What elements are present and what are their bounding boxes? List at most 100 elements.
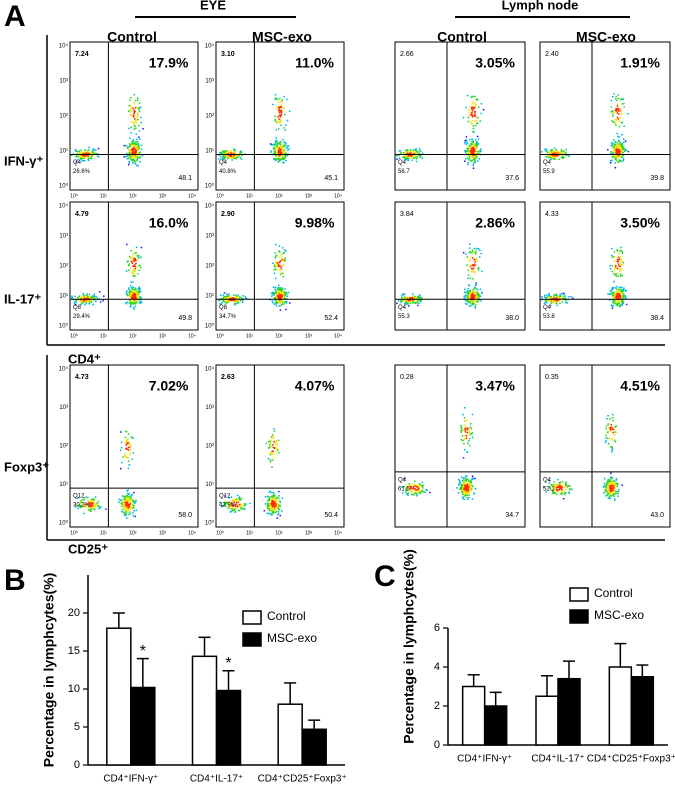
- cell-dot: [611, 256, 614, 258]
- cell-dot: [413, 491, 416, 493]
- cell-dot: [567, 485, 570, 487]
- cell-dot: [138, 290, 141, 293]
- cell-dot: [480, 112, 483, 115]
- quadrant-value: 2.90: [221, 211, 235, 218]
- cell-dot: [472, 300, 475, 302]
- cell-dot: [274, 289, 277, 292]
- cell-dot: [408, 487, 411, 490]
- cell-dot: [421, 481, 424, 484]
- cell-dot: [125, 152, 128, 155]
- cell-dot: [129, 257, 132, 260]
- cell-dot: [273, 427, 275, 430]
- cell-dot: [618, 286, 621, 289]
- log-tick-label: 10⁴: [188, 333, 196, 339]
- cell-dot: [605, 437, 607, 439]
- cell-dot: [616, 248, 618, 251]
- cell-dot: [225, 297, 228, 299]
- cell-dot: [609, 426, 612, 429]
- cell-dot: [475, 291, 477, 293]
- quadrant-percent: 9.98%: [295, 215, 335, 231]
- cell-dot: [273, 264, 276, 267]
- cell-dot: [614, 150, 616, 153]
- cell-dot: [610, 484, 613, 487]
- cell-dot: [221, 504, 224, 507]
- cell-dot: [80, 149, 82, 152]
- cell-dot: [466, 427, 469, 429]
- x-tick-label: CD4⁺IL-17⁺: [531, 754, 584, 765]
- cell-dot: [139, 288, 141, 290]
- log-tick-label: 10⁴: [188, 193, 196, 199]
- cell-dot: [280, 140, 282, 143]
- cell-dot: [618, 253, 621, 255]
- cell-dot: [83, 159, 86, 162]
- cell-dot: [275, 262, 277, 264]
- cell-dot: [123, 504, 126, 506]
- cell-dot: [276, 143, 279, 145]
- cell-dot: [481, 292, 483, 295]
- cell-dot: [611, 446, 614, 448]
- cell-dot: [283, 158, 285, 160]
- cell-dot: [419, 150, 422, 152]
- cell-dot: [132, 272, 135, 275]
- cell-dot: [469, 432, 472, 435]
- cell-dot: [613, 302, 615, 305]
- cell-dot: [132, 499, 135, 501]
- cell-dot: [237, 299, 239, 302]
- bar: [461, 685, 486, 746]
- cell-dot: [404, 152, 406, 155]
- cell-dot: [614, 166, 617, 169]
- cell-dot: [270, 503, 273, 505]
- cell-dot: [553, 484, 556, 487]
- log-tick-label: 10⁴: [59, 203, 69, 210]
- cell-dot: [464, 151, 467, 154]
- cell-dot: [84, 505, 87, 508]
- cell-dot: [468, 427, 471, 430]
- cell-dot: [232, 294, 235, 296]
- cell-dot: [568, 155, 571, 158]
- cell-dot: [283, 127, 285, 129]
- cell-dot: [133, 308, 136, 310]
- cell-dot: [421, 157, 423, 160]
- cell-dot: [266, 495, 269, 498]
- cell-dot: [609, 429, 612, 431]
- cell-dot: [403, 477, 406, 480]
- cell-dot: [87, 496, 89, 499]
- cell-dot: [618, 291, 621, 293]
- cell-dot: [560, 156, 563, 159]
- cell-dot: [550, 158, 552, 161]
- cell-dot: [475, 117, 478, 120]
- cell-dot: [615, 143, 618, 146]
- cell-dot: [89, 155, 92, 158]
- cell-dot: [128, 127, 130, 130]
- cell-dot: [470, 146, 472, 149]
- cell-dot: [272, 286, 275, 289]
- cell-dot: [278, 145, 280, 148]
- quadrant-value: 3.10: [221, 51, 235, 58]
- cell-dot: [555, 152, 557, 155]
- cell-dot: [615, 290, 618, 293]
- cell-dot: [90, 500, 93, 502]
- cell-dot: [547, 299, 550, 302]
- cell-dot: [617, 94, 620, 96]
- cell-dot: [266, 499, 269, 502]
- quadrant-percent: 4.51%: [620, 378, 660, 394]
- cell-dot: [130, 290, 132, 293]
- cell-dot: [131, 290, 134, 293]
- cell-dot: [474, 306, 477, 308]
- cell-dot: [80, 302, 83, 305]
- cell-dot: [411, 293, 414, 295]
- cell-dot: [424, 491, 426, 494]
- gate-label: Q8: [219, 305, 228, 311]
- cell-dot: [478, 152, 481, 155]
- cell-dot: [400, 301, 402, 304]
- cell-dot: [123, 144, 126, 147]
- cell-dot: [224, 301, 226, 303]
- cell-dot: [418, 147, 421, 150]
- cell-dot: [616, 292, 619, 295]
- cell-dot: [277, 265, 280, 268]
- cell-dot: [469, 144, 472, 146]
- cell-dot: [610, 106, 613, 108]
- cell-dot: [622, 98, 625, 100]
- cell-dot: [132, 303, 135, 305]
- cell-dot: [471, 119, 474, 122]
